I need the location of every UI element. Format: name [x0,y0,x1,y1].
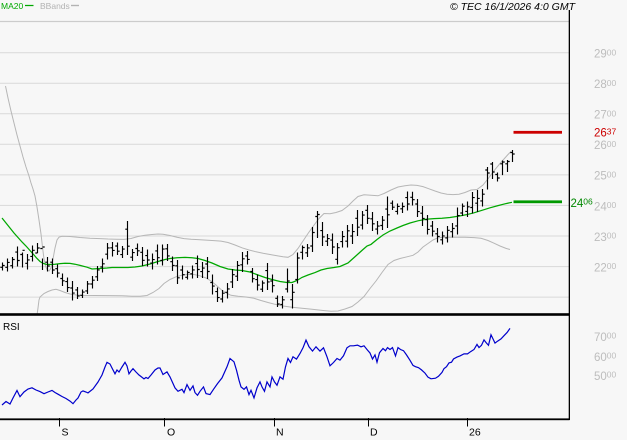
svg-text:BBands: BBands [40,1,70,11]
svg-text:2500: 2500 [594,170,617,183]
svg-text:2700: 2700 [594,108,617,121]
svg-text:2800: 2800 [594,78,617,91]
svg-text:2406: 2406 [571,197,594,210]
svg-text:D: D [370,427,378,439]
svg-text:2200: 2200 [594,261,617,274]
svg-text:RSI: RSI [3,322,20,333]
svg-text:2600: 2600 [594,139,617,152]
svg-text:© TEC 16/1/2026 4:0 GMT: © TEC 16/1/2026 4:0 GMT [450,1,577,13]
svg-text:S: S [62,427,69,439]
svg-text:2400: 2400 [594,200,617,213]
svg-text:2900: 2900 [594,47,617,60]
svg-text:2300: 2300 [594,231,617,244]
svg-text:2637: 2637 [594,126,617,139]
svg-text:26: 26 [469,427,481,439]
svg-text:MA20: MA20 [1,1,23,11]
svg-text:O: O [167,427,175,439]
svg-text:7000: 7000 [594,331,617,344]
svg-text:N: N [276,427,284,439]
svg-text:5000: 5000 [594,370,617,383]
svg-text:6000: 6000 [594,351,617,364]
